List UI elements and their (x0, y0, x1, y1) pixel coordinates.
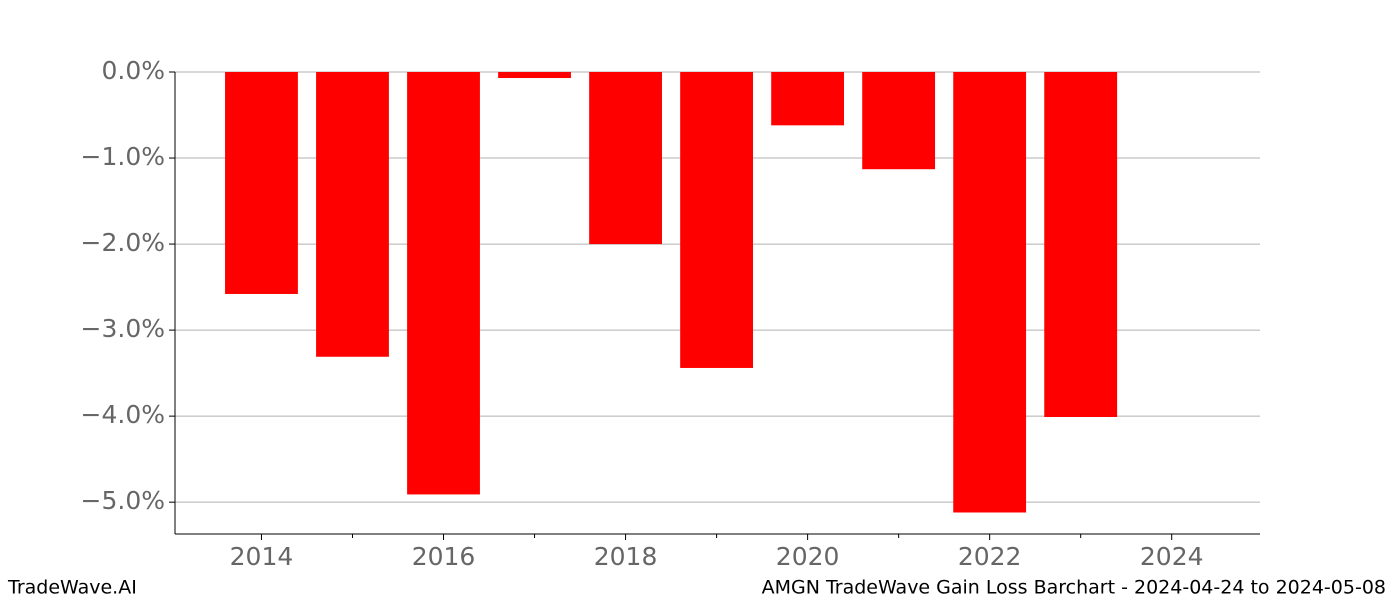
bar (498, 72, 571, 79)
bar (1044, 72, 1118, 417)
x-tick-label: 2018 (594, 542, 658, 571)
y-tick-label: −3.0% (81, 314, 165, 343)
x-tick-label: 2020 (776, 542, 840, 571)
y-tick-label: −4.0% (81, 400, 165, 429)
brand: TradeWave.AI (7, 577, 137, 599)
y-tick-label: −1.0% (81, 142, 165, 171)
x-tick-label: 2022 (958, 542, 1022, 571)
bar (589, 72, 662, 245)
bar (862, 72, 936, 170)
chart-title: AMGN TradeWave Gain Loss Barchart - 2024… (762, 577, 1386, 599)
y-tick-label: 0.0% (101, 56, 165, 85)
bar (680, 72, 753, 368)
y-tick-label: −2.0% (81, 228, 165, 257)
bar (771, 72, 845, 126)
bar (225, 72, 298, 294)
bar (316, 72, 389, 357)
y-tick-label: −5.0% (81, 486, 165, 515)
x-tick-label: 2024 (1140, 542, 1204, 571)
x-tick-label: 2014 (230, 542, 294, 571)
bar (953, 72, 1027, 513)
bar (407, 72, 480, 495)
x-tick-label: 2016 (412, 542, 476, 571)
